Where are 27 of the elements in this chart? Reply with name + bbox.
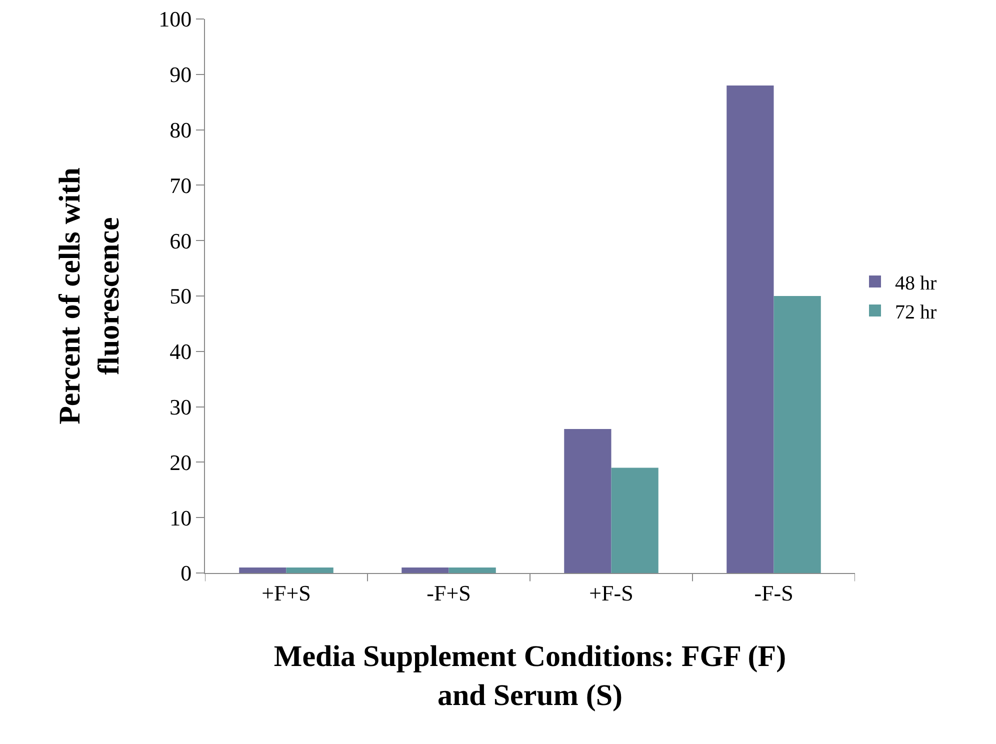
y-tick-label: 100 [158,6,192,32]
y-tick-label: 20 [170,450,192,475]
y-axis-title: Percent of cells with fluorescence [54,167,126,424]
legend-label: 72 hr [895,301,937,324]
x-tick-label: -F-S [754,580,794,606]
y-tick-label: 0 [180,560,192,586]
x-axis-title: Media Supplement Conditions: FGF (F) and Serum (S) [274,640,786,712]
bar [564,428,612,573]
y-tick-label: 90 [170,62,192,88]
y-tick-label: 30 [170,394,192,420]
y-tick-label: 10 [170,505,192,530]
bar [448,567,496,573]
y-tick-label: 60 [170,228,192,254]
x-tick-label: +F+S [262,580,311,606]
bar [611,468,658,573]
bar [774,296,821,573]
x-tick-label: -F+S [426,580,471,606]
bar [286,567,334,573]
x-tick-label: +F-S [589,580,634,606]
legend-label: 48 hr [895,272,937,294]
y-tick-label: 80 [170,118,192,142]
bar [239,567,286,573]
bar [402,567,449,573]
y-tick-label: 50 [170,284,192,309]
y-tick-label: 70 [170,172,192,198]
bar [726,85,774,573]
y-tick-label: 40 [170,339,192,364]
